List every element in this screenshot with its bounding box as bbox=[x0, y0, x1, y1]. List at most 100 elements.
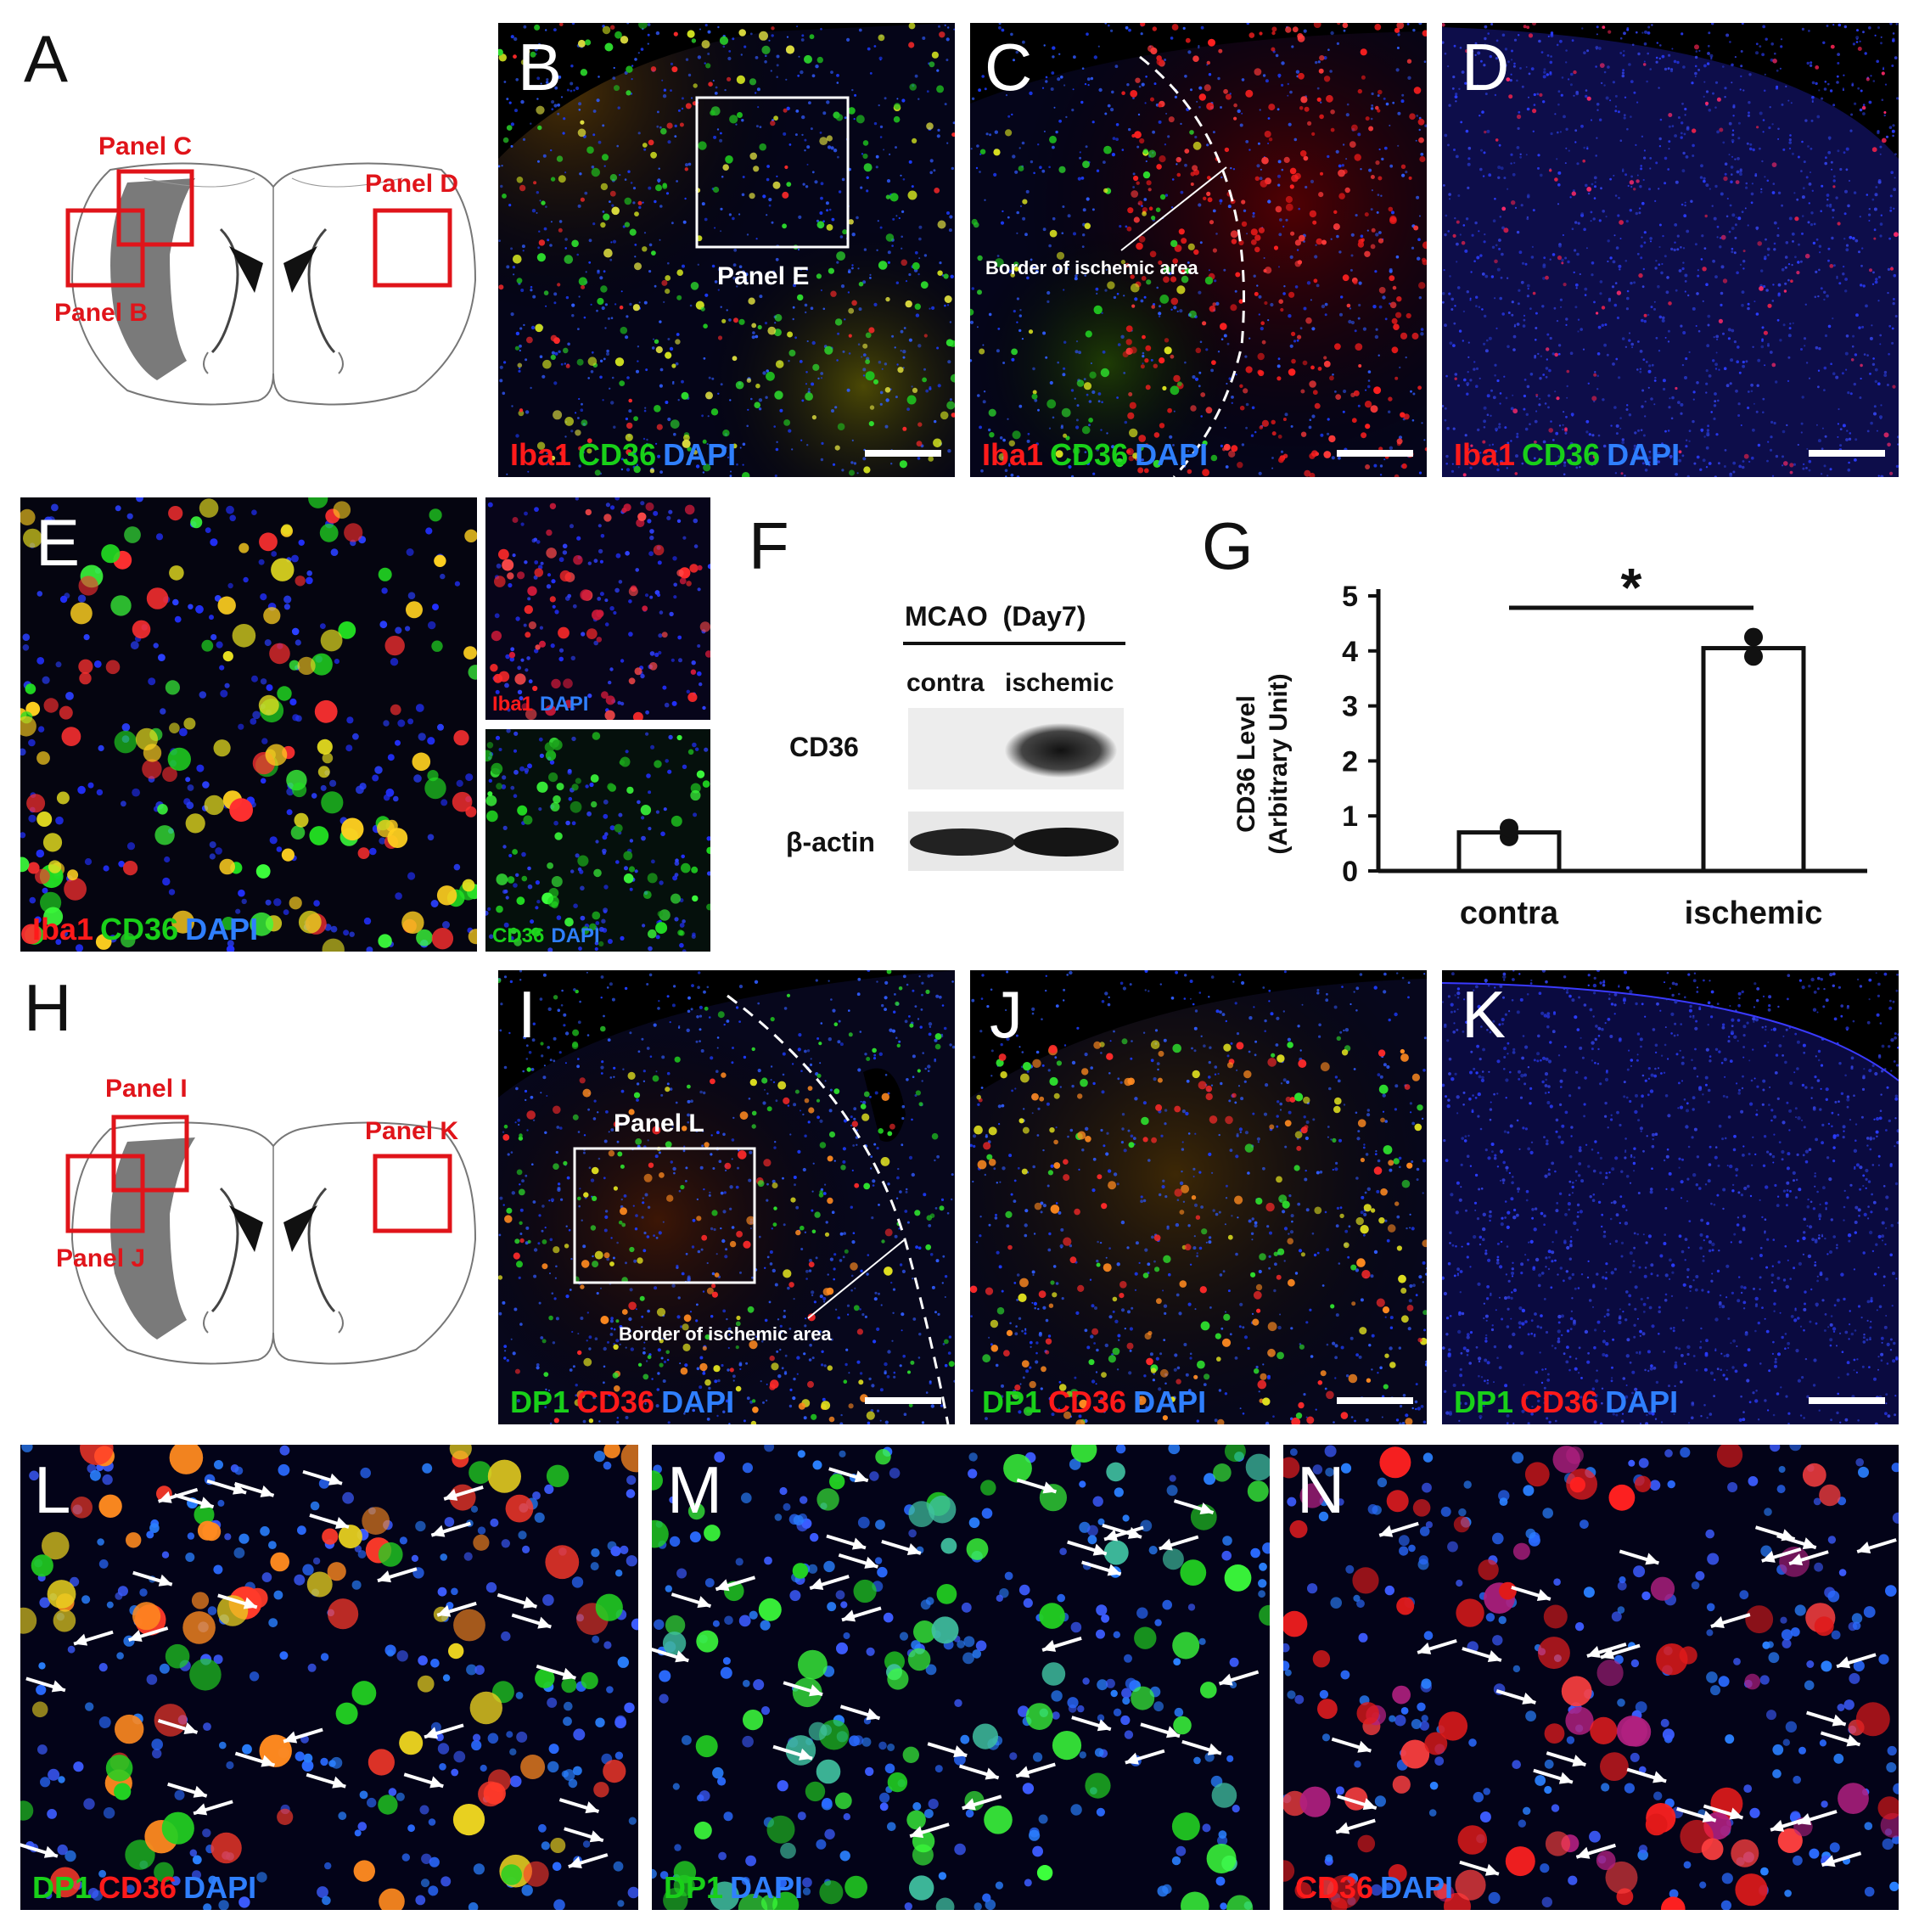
schematic-label-panel-c: Panel C bbox=[98, 132, 193, 160]
chart-category-label: ischemic bbox=[1685, 896, 1823, 931]
micrograph-n: CD36 DAPI bbox=[1283, 1445, 1899, 1910]
micrograph-e: Iba1 CD36 DAPI bbox=[20, 497, 477, 952]
panel-letter-e: E bbox=[36, 505, 81, 580]
channel-label-e: Iba1 CD36 DAPI bbox=[32, 914, 258, 945]
brain-schematic-top bbox=[65, 162, 477, 406]
channel-dapi: DAPI bbox=[663, 437, 737, 472]
channel-dapi: DAPI bbox=[1380, 1870, 1454, 1905]
channel-dapi: DAPI bbox=[730, 1870, 804, 1905]
channel-cd36: CD36 bbox=[1295, 1870, 1374, 1905]
border-label-i: Border of ischemic area bbox=[619, 1323, 832, 1345]
chart-point bbox=[1500, 818, 1518, 838]
wb-day: (Day7) bbox=[1002, 601, 1086, 632]
panel-letter-b: B bbox=[518, 30, 563, 104]
channel-dapi: DAPI bbox=[1605, 1384, 1679, 1419]
channel-cd36: CD36 bbox=[1522, 437, 1601, 472]
channel-dp1: DP1 bbox=[510, 1384, 570, 1419]
channel-label-d: Iba1 CD36 DAPI bbox=[1454, 440, 1680, 470]
channel-label-b: Iba1 CD36 DAPI bbox=[510, 440, 736, 470]
micrograph-j: DP1 CD36 DAPI bbox=[970, 970, 1427, 1424]
chart-y-tick-label: 0 bbox=[1342, 856, 1358, 888]
panel-letter-d: D bbox=[1462, 30, 1510, 104]
scale-bar bbox=[1809, 450, 1885, 457]
channel-label-l: DP1 CD36 DAPI bbox=[32, 1873, 256, 1903]
channel-cd36: CD36 bbox=[1520, 1384, 1599, 1419]
micrograph-b: Panel E Iba1 CD36 DAPI bbox=[498, 23, 955, 477]
micrograph-k: DP1 CD36 DAPI bbox=[1442, 970, 1899, 1424]
channel-label-k: DP1 CD36 DAPI bbox=[1454, 1387, 1678, 1418]
chart-point bbox=[1744, 627, 1763, 647]
panel-letter-g: G bbox=[1202, 508, 1254, 583]
brain-schematic-bottom bbox=[65, 1115, 477, 1365]
wb-group-label: MCAO (Day7) bbox=[905, 601, 1086, 632]
schematic-label-panel-i: Panel I bbox=[105, 1075, 188, 1103]
chart-ylabel-line2: (Arbitrary Unit) bbox=[1265, 673, 1293, 854]
channel-label-n: CD36 DAPI bbox=[1295, 1873, 1453, 1903]
chart-point bbox=[1744, 647, 1763, 666]
panel-letter-l: L bbox=[34, 1452, 71, 1527]
channel-dapi: DAPI bbox=[183, 1870, 257, 1905]
channel-dp1: DP1 bbox=[32, 1870, 93, 1905]
channel-label-c: Iba1 CD36 DAPI bbox=[982, 440, 1208, 470]
chart-significance-star: * bbox=[1621, 557, 1642, 618]
scale-bar bbox=[1337, 450, 1413, 457]
chart-y-tick-label: 4 bbox=[1342, 636, 1358, 668]
channel-dapi: DAPI bbox=[1133, 1384, 1207, 1419]
micrograph-l: DP1 CD36 DAPI bbox=[20, 1445, 638, 1910]
wb-blot-image bbox=[908, 708, 1124, 871]
schematic-label-panel-k: Panel K bbox=[365, 1117, 459, 1145]
panel-letter-a: A bbox=[24, 21, 69, 96]
panel-letter-i: I bbox=[518, 977, 536, 1052]
channel-dp1: DP1 bbox=[982, 1384, 1042, 1419]
micrograph-e-cd36: CD36 DAPI bbox=[485, 729, 710, 952]
channel-dapi: DAPI bbox=[551, 924, 600, 947]
channel-iba1: Iba1 bbox=[982, 437, 1044, 472]
scale-bar bbox=[865, 1397, 941, 1404]
channel-iba1: Iba1 bbox=[32, 912, 94, 946]
channel-dp1: DP1 bbox=[1454, 1384, 1514, 1419]
wb-row-actin: β-actin bbox=[786, 827, 875, 857]
panel-l-box-label: Panel L bbox=[614, 1109, 704, 1137]
panel-letter-k: K bbox=[1462, 977, 1507, 1052]
chart-category-label: contra bbox=[1460, 896, 1559, 931]
channel-dapi: DAPI bbox=[661, 1384, 735, 1419]
channel-cd36: CD36 bbox=[578, 437, 657, 472]
scale-bar bbox=[865, 450, 941, 457]
channel-label-j: DP1 CD36 DAPI bbox=[982, 1387, 1206, 1418]
panel-letter-f: F bbox=[749, 508, 789, 583]
border-label-c: Border of ischemic area bbox=[985, 257, 1198, 278]
panel-e-box-label: Panel E bbox=[717, 262, 810, 290]
schematic-label-panel-b: Panel B bbox=[54, 299, 149, 327]
channel-label-e-iba1: Iba1 DAPI bbox=[492, 694, 588, 715]
wb-row-cd36: CD36 bbox=[789, 732, 859, 762]
panel-letter-m: M bbox=[667, 1452, 722, 1527]
wb-group: MCAO bbox=[905, 601, 988, 632]
channel-dapi: DAPI bbox=[1607, 437, 1681, 472]
channel-dapi: DAPI bbox=[540, 693, 589, 716]
panel-letter-j: J bbox=[990, 977, 1023, 1052]
panel-letter-n: N bbox=[1297, 1452, 1345, 1527]
micrograph-d: Iba1 CD36 DAPI bbox=[1442, 23, 1899, 477]
chart-y-tick-label: 3 bbox=[1342, 691, 1358, 723]
channel-cd36: CD36 bbox=[1048, 1384, 1127, 1419]
channel-dapi: DAPI bbox=[185, 912, 259, 946]
wb-lane-ischemic: ischemic bbox=[1005, 669, 1114, 697]
chart-y-tick-label: 5 bbox=[1342, 581, 1358, 613]
panel-letter-c: C bbox=[985, 30, 1033, 104]
panel-letter-h: H bbox=[24, 970, 72, 1045]
chart-bar-ischemic bbox=[1701, 646, 1806, 873]
channel-cd36: CD36 bbox=[100, 912, 179, 946]
channel-dp1: DP1 bbox=[664, 1870, 724, 1905]
scale-bar bbox=[1337, 1397, 1413, 1404]
chart-y-tick-label: 2 bbox=[1342, 745, 1358, 778]
micrograph-i: Panel L Border of ischemic area DP1 CD36 D… bbox=[498, 970, 955, 1424]
channel-label-i: DP1 CD36 DAPI bbox=[510, 1387, 734, 1418]
channel-cd36: CD36 bbox=[1050, 437, 1129, 472]
channel-iba1: Iba1 bbox=[1454, 437, 1516, 472]
chart-y-tick-label: 1 bbox=[1342, 800, 1358, 833]
channel-iba1: Iba1 bbox=[492, 693, 534, 716]
channel-dapi: DAPI bbox=[1135, 437, 1209, 472]
channel-cd36: CD36 bbox=[492, 924, 545, 947]
channel-cd36: CD36 bbox=[576, 1384, 655, 1419]
schematic-label-panel-j: Panel J bbox=[56, 1244, 146, 1272]
